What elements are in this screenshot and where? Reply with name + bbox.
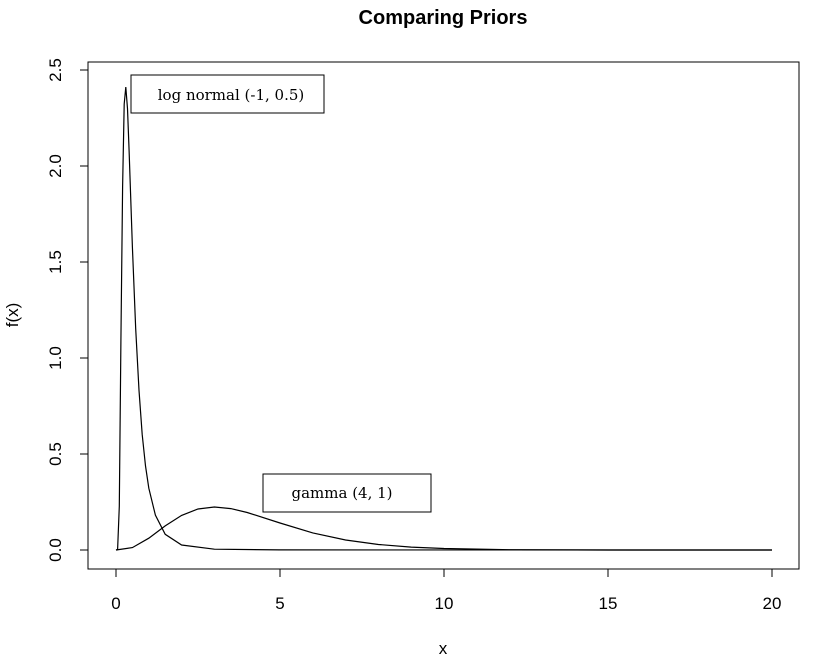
x-tick-label: 0 (111, 594, 120, 613)
series-line-gamma (115, 506, 772, 551)
lognormal-annotation-text: log normal (-1, 0.5) (158, 86, 305, 104)
x-tick-label: 20 (763, 594, 782, 613)
y-tick-label: 2.0 (46, 154, 65, 178)
y-tick-label: 1.5 (46, 250, 65, 274)
gamma-annotation-text: gamma (4, 1) (291, 484, 392, 502)
x-axis: 0 5 10 15 20 (111, 568, 782, 613)
gamma-annotation: gamma (4, 1) (262, 473, 432, 513)
series-layer (115, 86, 773, 551)
lognormal-annotation-box (130, 74, 325, 114)
y-axis: 0.0 0.5 1.0 1.5 2.0 2.5 (46, 58, 89, 562)
x-tick-label: 5 (275, 594, 284, 613)
gamma-annotation-box (262, 473, 432, 513)
chart-title: Comparing Priors (359, 7, 528, 29)
x-tick-label: 15 (599, 594, 618, 613)
series-line-lognormal (115, 86, 773, 551)
y-tick-label: 1.0 (46, 346, 65, 370)
plot-frame (87, 61, 800, 570)
x-axis-label: x (439, 639, 448, 658)
y-tick-label: 0.0 (46, 538, 65, 562)
x-tick-label: 10 (435, 594, 454, 613)
y-axis-label: f(x) (3, 303, 22, 328)
lognormal-annotation: log normal (-1, 0.5) (130, 74, 325, 114)
y-tick-label: 0.5 (46, 442, 65, 466)
y-tick-label: 2.5 (46, 58, 65, 82)
